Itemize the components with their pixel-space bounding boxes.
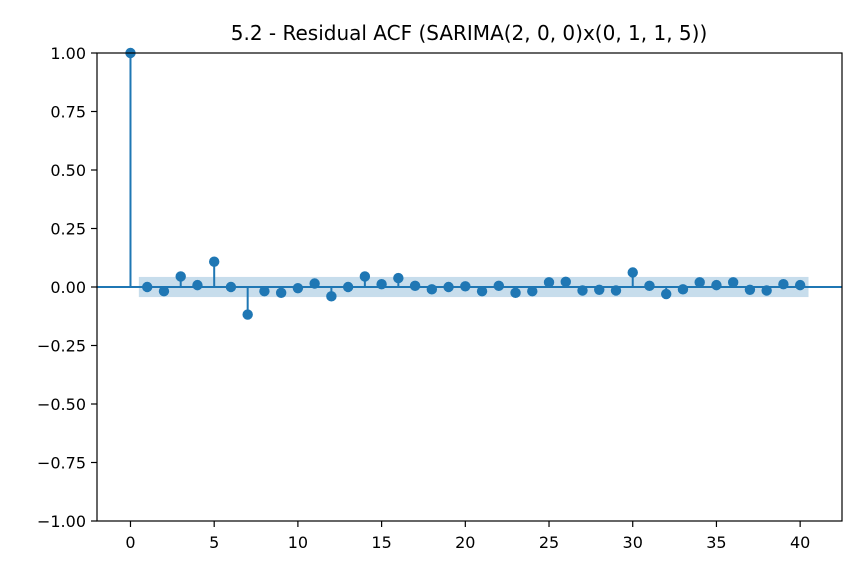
acf-point-lag-17 [409, 280, 421, 292]
x-tick-label: 0 [125, 533, 135, 552]
y-tick-label: −0.50 [37, 395, 86, 414]
acf-point-lag-31 [644, 280, 655, 292]
x-tick-label: 30 [623, 533, 643, 552]
acf-point-lag-28 [594, 284, 605, 296]
acf-point-lag-20 [460, 281, 471, 292]
y-tick-label: 0.00 [50, 278, 86, 297]
y-tick-label: −0.25 [37, 337, 86, 356]
acf-point-lag-10 [292, 282, 304, 294]
acf-point-lag-36 [727, 277, 739, 288]
acf-point-lag-35 [711, 279, 722, 291]
acf-point-lag-39 [778, 278, 789, 290]
y-tick-label: −1.00 [37, 512, 86, 531]
acf-point-lag-27 [577, 285, 588, 296]
acf-point-lag-37 [744, 284, 756, 296]
acf-point-lag-1 [142, 281, 153, 293]
y-tick-label: −0.75 [37, 454, 86, 473]
acf-point-lag-13 [342, 281, 354, 293]
y-tick-label: 0.50 [50, 161, 86, 180]
acf-point-lag-12 [326, 291, 337, 302]
acf-point-lag-18 [426, 284, 438, 295]
x-tick-label: 25 [539, 533, 559, 552]
acf-point-lag-2 [158, 286, 170, 297]
acf-point-lag-8 [259, 286, 270, 297]
acf-point-lag-9 [275, 287, 287, 299]
y-tick-label: 1.00 [50, 44, 86, 63]
acf-point-lag-34 [694, 277, 705, 288]
acf-point-lag-11 [309, 278, 320, 289]
acf-point-lag-4 [192, 279, 203, 291]
acf-point-lag-23 [510, 287, 521, 299]
acf-point-lag-26 [560, 276, 571, 288]
x-tick-label: 40 [790, 533, 810, 552]
acf-point-lag-22 [493, 280, 504, 292]
acf-point-lag-6 [225, 281, 237, 293]
x-tick-label: 10 [288, 533, 308, 552]
acf-point-lag-15 [376, 278, 387, 290]
acf-point-lag-3 [175, 271, 186, 282]
acf-point-lag-33 [677, 284, 689, 295]
x-tick-label: 35 [706, 533, 726, 552]
acf-point-lag-25 [543, 277, 555, 288]
y-tick-label: 0.25 [50, 220, 86, 239]
acf-point-lag-5 [208, 256, 220, 267]
acf-point-lag-16 [393, 272, 404, 284]
acf-point-lag-38 [761, 285, 772, 296]
acf-point-lag-30 [627, 267, 638, 278]
x-tick-label: 20 [455, 533, 475, 552]
acf-point-lag-32 [661, 288, 672, 300]
acf-point-lag-24 [527, 286, 538, 297]
x-tick-label: 5 [209, 533, 219, 552]
acf-point-lag-14 [359, 271, 371, 282]
acf-point-lag-29 [610, 285, 622, 296]
acf-point-lag-40 [794, 279, 806, 291]
x-tick-label: 15 [371, 533, 391, 552]
acf-point-lag-7 [242, 309, 253, 320]
y-tick-label: 0.75 [50, 103, 86, 122]
acf-point-lag-19 [443, 281, 454, 293]
chart-title: 5.2 - Residual ACF (SARIMA(2, 0, 0)x(0, … [231, 21, 708, 45]
acf-point-lag-21 [476, 286, 488, 297]
